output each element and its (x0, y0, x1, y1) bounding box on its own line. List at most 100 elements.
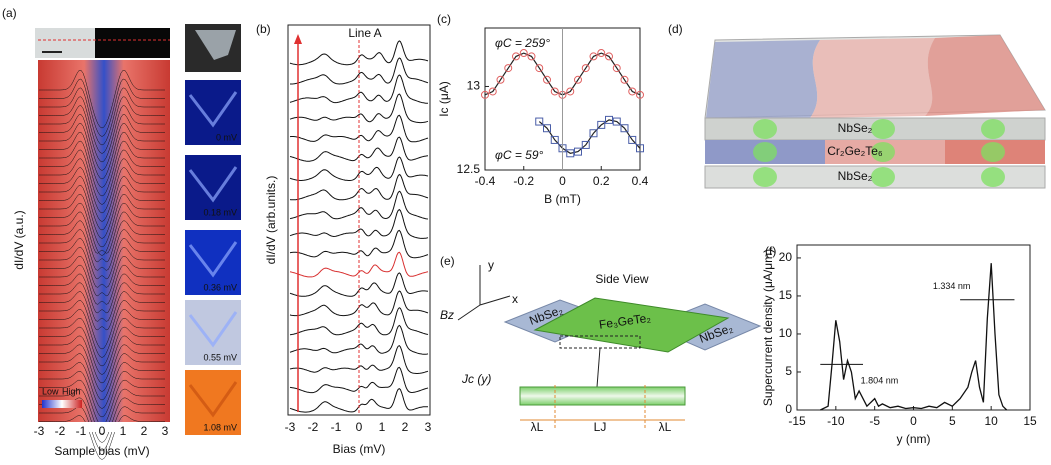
waterfall-curve (39, 326, 165, 375)
map-edge (188, 311, 238, 348)
map-tile (185, 155, 241, 220)
point (612, 117, 621, 126)
panel-label: (c) (437, 12, 451, 26)
y-axis-label: dI/dV (a.u.) (12, 210, 26, 269)
vortex-glow (871, 119, 895, 139)
y-tick-label: 5 (785, 364, 792, 378)
vortex-glow (981, 142, 1005, 162)
waterfall-curve (39, 282, 165, 322)
point (535, 64, 544, 73)
waterfall-bg (38, 60, 170, 422)
point (574, 147, 582, 156)
point (566, 149, 575, 158)
waterfall-curve (39, 229, 165, 271)
x-tick-label: -0.4 (475, 174, 496, 188)
waterfall-curve (39, 131, 165, 188)
map-tile (185, 80, 241, 145)
legend-high: High (62, 386, 81, 396)
point (628, 135, 637, 144)
x-tick-label: -2 (55, 424, 66, 438)
point (543, 124, 551, 133)
point (628, 87, 637, 96)
point (512, 52, 520, 61)
spectrum-curve (289, 208, 429, 239)
vortex-glow (981, 119, 1005, 139)
waterfall-curve (39, 114, 165, 171)
legend-low: Low (42, 386, 59, 396)
panel-label: (f) (765, 244, 776, 258)
map-label: 0.18 mV (203, 207, 237, 217)
waterfall-mask (38, 422, 173, 432)
map-edge (188, 91, 238, 128)
waterfall-curve (39, 69, 165, 129)
view-label: Side View (595, 272, 648, 286)
length-label: λL (531, 420, 544, 434)
spectrum-curve (289, 307, 429, 336)
x-tick-label: -3 (34, 424, 45, 438)
waterfall-curve (39, 415, 165, 460)
waterfall-curve (39, 371, 165, 418)
point (550, 135, 559, 144)
spectrum-curve (289, 324, 429, 355)
y-tick-label: 15 (779, 288, 793, 302)
waterfall-curve (39, 344, 165, 392)
x-tick-label: 0 (99, 424, 106, 438)
spectrum-curve (289, 74, 428, 104)
waterfall-curve (39, 87, 165, 146)
map-edge (188, 381, 238, 418)
waterfall-curve (39, 300, 165, 350)
vortex-glow (753, 119, 777, 139)
layer-label: NbSe₂ (838, 169, 873, 183)
waterfall-curve (39, 78, 165, 137)
point (481, 90, 489, 99)
x-tick-label: -1 (331, 420, 342, 434)
point (620, 124, 629, 133)
spectrum-curve (289, 156, 429, 181)
layer-label: NbSe₂ (838, 121, 873, 135)
map-tile (185, 370, 241, 435)
x-tick-label: 0 (910, 414, 917, 428)
length-label: λL (659, 420, 672, 434)
y-axis-label: Ic (μA) (437, 81, 451, 117)
waterfall-curve (39, 96, 165, 154)
arrow-head (294, 34, 302, 44)
waterfall-curve (39, 140, 165, 197)
x-tick-label: 3 (162, 424, 169, 438)
waterfall-curve (39, 211, 165, 254)
vortex-glow (981, 167, 1005, 187)
spectrum-curve (289, 93, 429, 124)
plot-frame (287, 24, 431, 416)
vortex-glow (753, 167, 777, 187)
point (527, 52, 536, 61)
waterfall-curve (39, 167, 165, 222)
point (589, 52, 598, 61)
length-label: LJ (594, 420, 607, 434)
x-tick-label: 0 (356, 420, 363, 434)
x-tick-label: -5 (869, 414, 880, 428)
map-flake (195, 30, 236, 60)
panel-label: (b) (256, 22, 271, 36)
spectrum-curve (289, 190, 429, 220)
map-edge (188, 241, 238, 278)
waterfall-curve (39, 388, 165, 435)
x-tick-label: 0 (559, 174, 566, 188)
x-tick-label: -15 (788, 414, 806, 428)
x-tick-label: -3 (285, 420, 296, 434)
domain-pink (810, 38, 935, 118)
series-label: φC = 59° (495, 148, 544, 162)
spectrum-curve (290, 57, 429, 85)
y-axis-label: Supercurrent density (μA/μm) (761, 249, 775, 406)
point (620, 75, 629, 84)
x-tick-label: 0.2 (593, 174, 610, 188)
x-tick-label: 2 (141, 424, 148, 438)
waterfall-curve (39, 149, 165, 205)
x-axis-label: Bias (mV) (333, 442, 386, 456)
y-axis-label: dI/dV (arb.units.) (264, 176, 278, 265)
map-label: 0.55 mV (203, 352, 237, 362)
curve (820, 263, 1008, 411)
y-tick-label: 13 (467, 79, 481, 93)
waterfall-curve (39, 220, 165, 263)
x-tick-label: -0.2 (513, 174, 534, 188)
x-tick-label: 10 (984, 414, 998, 428)
